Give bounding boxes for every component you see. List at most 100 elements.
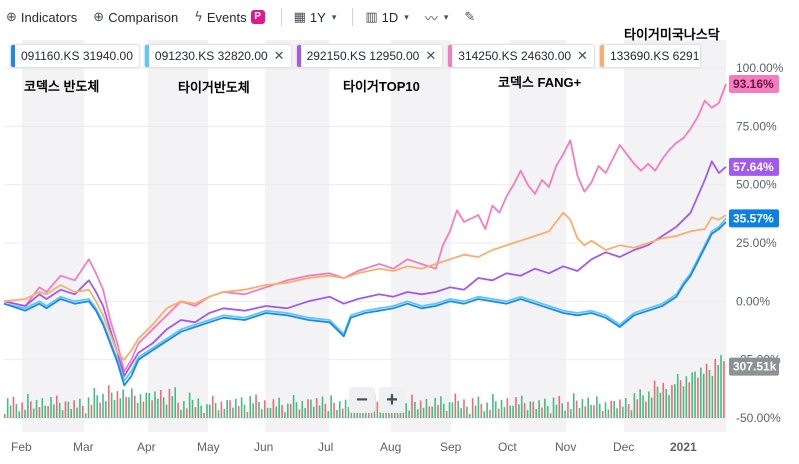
volume-bar	[639, 389, 641, 418]
volume-bar	[515, 397, 517, 418]
volume-bar	[587, 397, 589, 418]
volume-bar	[659, 392, 662, 418]
volume-bar	[622, 406, 624, 418]
volume-bar	[442, 403, 445, 418]
volume-bar	[185, 408, 188, 418]
volume-bar	[339, 401, 341, 418]
volume-bar	[38, 407, 41, 418]
zoom-out-button[interactable]: −	[349, 387, 375, 413]
legend-chip[interactable]: 091160.KS 31940.00	[10, 44, 140, 68]
x-tick-label: 2021	[670, 440, 697, 454]
volume-bar	[688, 382, 691, 418]
last-value-badge-text: 57.64%	[733, 160, 774, 174]
line-chart-icon: 〰	[424, 11, 438, 27]
volume-bar	[266, 407, 269, 418]
volume-bar	[575, 400, 578, 418]
volume-bar	[546, 406, 549, 418]
volume-bar	[96, 395, 99, 418]
volume-bar	[223, 408, 226, 418]
volume-bar	[555, 404, 558, 418]
draw-button[interactable]: ✎	[464, 10, 475, 25]
calendar-icon: ▦	[293, 9, 306, 25]
volume-bar	[630, 410, 633, 418]
volume-bar	[431, 406, 434, 418]
interval-dropdown[interactable]: ▥ 1D ▾	[365, 10, 408, 25]
volume-bar	[691, 372, 693, 418]
legend-chip[interactable]: 133690.KS 6291	[598, 44, 701, 68]
close-icon[interactable]: ✕	[425, 48, 437, 63]
series-line-091160.KS	[3, 221, 727, 387]
volume-bar	[720, 355, 722, 418]
volume-bar	[705, 363, 708, 418]
volume-bar	[549, 413, 552, 418]
last-value-badge-text: 35.57%	[733, 211, 774, 225]
volume-bar	[79, 398, 81, 418]
minus-icon: −	[356, 388, 368, 411]
volume-bar	[292, 395, 295, 418]
volume-bar	[650, 397, 653, 418]
close-icon[interactable]: ✕	[273, 48, 285, 63]
volume-bar	[162, 397, 165, 418]
volume-bar	[41, 398, 44, 418]
volume-bar	[252, 403, 254, 418]
x-tick-label: Aug	[380, 440, 401, 454]
legend-symbol: 091230.KS 32820.00	[154, 49, 268, 63]
volume-bar	[133, 395, 136, 418]
legend-chip[interactable]: 292150.KS 12950.00 ✕	[295, 44, 444, 68]
legend-symbol: 314250.KS 24630.00	[458, 49, 572, 63]
volume-bar	[570, 409, 572, 418]
month-band	[22, 40, 84, 432]
volume-bar	[229, 400, 231, 418]
chart-type-dropdown[interactable]: 〰 ▾	[425, 8, 449, 27]
volume-bar	[304, 408, 306, 418]
legend-chip[interactable]: 314250.KS 24630.00 ✕	[447, 44, 595, 68]
volume-bar	[468, 414, 471, 418]
volume-bar	[405, 403, 408, 418]
volume-bar	[437, 405, 439, 418]
volume-bar	[448, 402, 451, 418]
y-tick-label: 0.00%	[736, 294, 770, 308]
volume-bar	[463, 399, 465, 418]
legend-color	[11, 45, 15, 67]
volume-bar	[24, 409, 26, 418]
events-button[interactable]: ϟ Events P	[194, 10, 265, 25]
volume-bar	[518, 404, 520, 418]
volume-bar	[486, 402, 488, 418]
pencil-icon: ✎	[464, 9, 476, 25]
volume-bar	[445, 410, 448, 418]
volume-bar	[206, 404, 208, 418]
legend-chip[interactable]: 091230.KS 32820.00 ✕	[143, 44, 292, 68]
last-value-badge	[729, 209, 779, 228]
volume-bar	[64, 401, 67, 418]
volume-bar	[697, 377, 699, 418]
chevron-down-icon: ▾	[404, 11, 409, 22]
volume-bar	[29, 401, 32, 418]
volume-bar	[191, 399, 194, 418]
volume-bar	[128, 397, 130, 418]
volume-bar	[177, 402, 179, 418]
volume-bar	[58, 402, 61, 418]
close-icon[interactable]: ✕	[577, 48, 588, 63]
volume-bar	[263, 400, 266, 418]
volume-bar	[645, 401, 647, 418]
range-label: 1Y	[309, 9, 326, 25]
volume-bar	[428, 406, 431, 418]
volume-bar	[572, 393, 575, 418]
volume-bar	[168, 388, 171, 418]
zoom-controls: − +	[349, 387, 405, 413]
volume-bar	[139, 394, 142, 418]
x-tick-label: Oct	[498, 440, 517, 454]
plus-icon: +	[386, 388, 398, 411]
zoom-in-button[interactable]: +	[379, 387, 405, 413]
volume-bar	[93, 388, 96, 418]
volume-bar	[601, 411, 604, 418]
volume-bar	[714, 358, 717, 418]
volume-bar	[497, 408, 500, 418]
indicators-button[interactable]: ⊕ Indicators	[6, 10, 77, 25]
range-dropdown[interactable]: ▦ 1Y ▾	[294, 10, 337, 25]
comparison-button[interactable]: ⊕ Comparison	[93, 10, 178, 25]
volume-bar	[596, 396, 598, 418]
series-line-133690.KS	[3, 211, 727, 361]
volume-bar	[174, 387, 176, 418]
